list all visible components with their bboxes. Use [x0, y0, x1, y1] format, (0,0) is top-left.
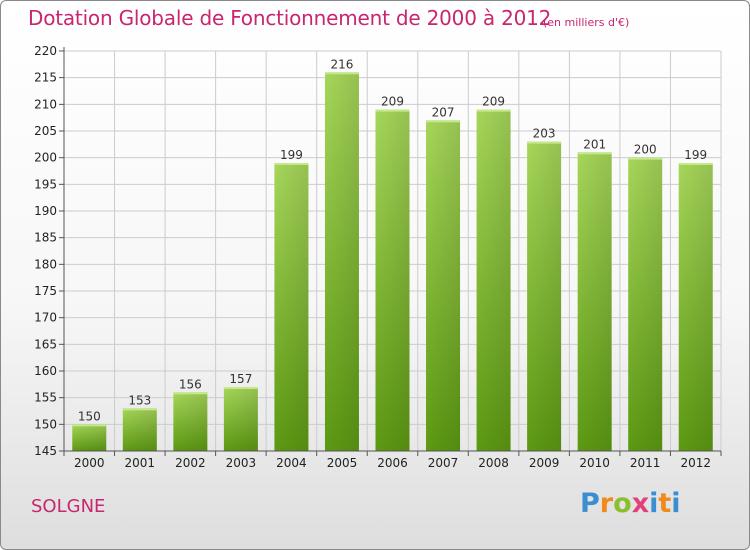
x-tick-label: 2005 [327, 456, 358, 470]
bar-shade [476, 109, 511, 452]
bar-shade [577, 152, 612, 452]
x-tick-label: 2002 [175, 456, 206, 470]
x-tick-label: 2006 [377, 456, 408, 470]
y-tick-label: 200 [34, 151, 57, 165]
data-label: 209 [482, 95, 505, 109]
x-tick-label: 2009 [529, 456, 560, 470]
x-tick-label: 2012 [680, 456, 711, 470]
bar-shade [223, 387, 258, 451]
data-labels: 150 153 156 157 199 216 209 207 209 203 201 200 199 [78, 57, 707, 423]
bar-top-highlight [426, 120, 461, 123]
y-tick-label: 210 [34, 97, 57, 111]
bar-top-highlight [274, 163, 309, 165]
data-label: 156 [179, 377, 202, 391]
x-tick-label: 2004 [276, 456, 307, 470]
y-tick-label: 205 [34, 124, 57, 138]
bar-shade [72, 424, 107, 451]
bar-top-highlight [72, 424, 107, 427]
y-tick-label: 145 [34, 444, 57, 458]
y-tick-label: 150 [34, 417, 57, 431]
x-tick-label: 2000 [74, 456, 105, 470]
y-tick-label: 165 [34, 337, 57, 351]
bar-shade [527, 141, 562, 451]
x-tick-label: 2008 [478, 456, 509, 470]
bar-top-highlight [628, 157, 663, 160]
bar-shade [324, 72, 359, 451]
data-label: 199 [684, 148, 707, 162]
data-label: 153 [128, 393, 151, 407]
y-tick-label: 155 [34, 391, 57, 405]
y-tick-label: 170 [34, 311, 57, 325]
x-tick-label: 2010 [579, 456, 610, 470]
x-tick-label: 2001 [125, 456, 156, 470]
bar-shade [375, 109, 410, 452]
y-tick-label: 215 [34, 71, 57, 85]
data-label: 216 [331, 57, 354, 71]
y-tick-label: 160 [34, 364, 57, 378]
bar-shade [628, 157, 663, 451]
data-label: 209 [381, 95, 404, 109]
data-label: 203 [533, 127, 556, 141]
data-label: 199 [280, 148, 303, 162]
data-label: 200 [634, 143, 657, 157]
bars [72, 72, 713, 452]
bar-shade [426, 120, 461, 451]
commune-name: SOLGNE [31, 496, 106, 517]
bar-top-highlight [577, 152, 612, 155]
y-tick-label: 195 [34, 177, 57, 191]
bar-top-highlight [122, 408, 157, 411]
bar-shade [173, 392, 208, 451]
bar-top-highlight [375, 109, 410, 112]
bar-top-highlight [476, 109, 511, 112]
y-tick-label: 220 [34, 44, 57, 58]
chart-title: Dotation Globale de Fonctionnement de 20… [28, 6, 552, 30]
bar-top-highlight [324, 72, 359, 75]
bar-shade [122, 408, 157, 451]
axes: 145 150 155 160 165 170 175 180 185 190 195 200 205 2… [34, 44, 722, 470]
bar-top-highlight [223, 387, 258, 389]
y-tick-label: 190 [34, 204, 57, 218]
x-tick-label: 2007 [428, 456, 459, 470]
data-label: 150 [78, 409, 101, 423]
bar-top-highlight [173, 392, 208, 395]
data-label: 207 [432, 105, 455, 119]
data-label: 201 [583, 137, 606, 151]
y-tick-label: 185 [34, 231, 57, 245]
y-tick-label: 180 [34, 257, 57, 271]
y-tick-label: 175 [34, 284, 57, 298]
x-tick-label: 2003 [226, 456, 257, 470]
bar-top-highlight [678, 163, 713, 165]
bar-shade [274, 163, 309, 451]
bar-top-highlight [527, 141, 562, 144]
bar-shade [678, 163, 713, 451]
x-tick-label: 2011 [630, 456, 661, 470]
chart-subtitle: (en milliers d'€) [543, 16, 630, 29]
data-label: 157 [229, 372, 252, 386]
proxiti-logo[interactable]: Proxiti [580, 488, 681, 519]
